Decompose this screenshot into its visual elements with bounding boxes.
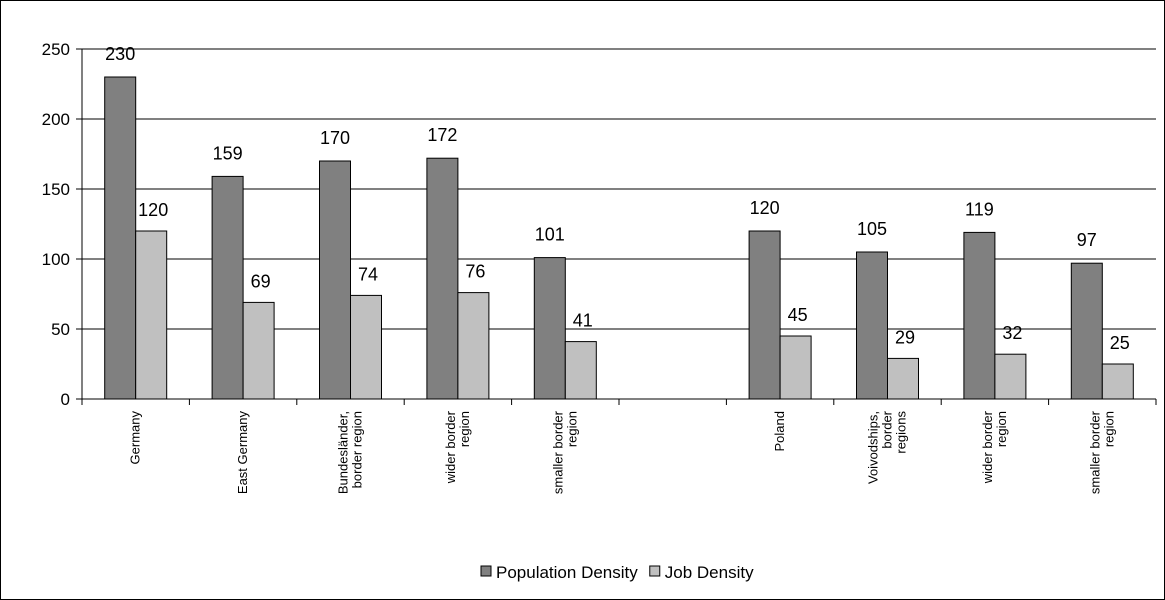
category-label: smaller border region <box>1087 410 1116 494</box>
category-label-line: wider border <box>443 410 458 484</box>
data-label: 120 <box>750 198 780 218</box>
bar <box>994 353 1027 400</box>
category-label: East Germany <box>235 411 250 495</box>
data-label: 45 <box>788 305 808 325</box>
category-label: Germany <box>128 411 143 465</box>
category-label-line: region <box>1101 411 1116 447</box>
data-label: 41 <box>573 311 593 331</box>
category-label-line: region <box>457 411 472 447</box>
category-label-line: smaller border <box>1087 410 1102 494</box>
data-label: 74 <box>358 264 378 284</box>
data-label: 97 <box>1077 230 1097 250</box>
legend-swatch <box>649 565 661 577</box>
bar <box>1101 363 1134 400</box>
bar <box>963 231 996 400</box>
category-label: Voivodships, border regions <box>866 410 909 484</box>
bar <box>211 175 244 400</box>
data-label: 76 <box>465 262 485 282</box>
category-label: smaller border region <box>550 410 579 494</box>
category-label: wider border region <box>443 410 472 484</box>
category-label-line: wider border <box>980 410 995 484</box>
bar <box>457 292 490 400</box>
bar <box>856 251 888 400</box>
category-label-line: Bundesländer, <box>336 411 351 494</box>
data-label: 105 <box>857 219 887 239</box>
category-label-line: Voivodships, <box>866 411 881 484</box>
legend: Population Density Job Density <box>480 563 754 582</box>
bar <box>426 157 459 400</box>
category-label: wider border region <box>980 410 1009 484</box>
category-label: Bundesländer, border region <box>336 411 365 494</box>
bar <box>564 341 597 400</box>
data-label: 25 <box>1110 333 1130 353</box>
data-label: 32 <box>1002 323 1022 343</box>
bar <box>887 357 919 400</box>
bar <box>242 301 275 400</box>
bar <box>319 160 351 400</box>
legend-item: Population Density <box>480 563 638 582</box>
bar <box>779 335 812 400</box>
y-tick-label: 250 <box>42 40 70 59</box>
y-tick-label: 50 <box>51 320 70 339</box>
category-labels: Germany East Germany Bundesländer, border r… <box>128 410 1117 494</box>
data-label: 170 <box>320 128 350 148</box>
y-tick-label: 0 <box>61 390 70 409</box>
bars <box>104 76 1134 400</box>
legend-item: Job Density <box>649 563 754 582</box>
y-tick-label: 100 <box>42 250 70 269</box>
data-label: 120 <box>138 200 168 220</box>
data-label: 159 <box>213 143 243 163</box>
bar <box>1070 262 1103 400</box>
data-label: 172 <box>427 125 457 145</box>
data-label: 230 <box>105 44 135 64</box>
category-label-line: region <box>564 411 579 447</box>
category-label-line: Poland <box>772 411 787 451</box>
category-label-line: region <box>994 411 1009 447</box>
data-label: 29 <box>895 327 915 347</box>
category-label-line: Germany <box>128 411 143 465</box>
bar <box>533 257 566 400</box>
category-label: Poland <box>772 411 787 451</box>
legend-label: Population Density <box>496 563 638 582</box>
y-tick-label: 150 <box>42 180 70 199</box>
category-label-line: border region <box>350 411 365 488</box>
category-label-line: border <box>880 410 895 448</box>
data-labels: 230 120 159 69 170 74 172 76 101 41 120 45 105 29 119 3… <box>105 44 1130 353</box>
y-tick-label: 200 <box>42 110 70 129</box>
bar <box>350 294 382 400</box>
category-label-line: regions <box>894 411 909 454</box>
bar <box>104 76 137 400</box>
bar <box>135 230 168 400</box>
data-label: 101 <box>535 225 565 245</box>
data-label: 119 <box>965 199 994 219</box>
category-label-line: smaller border <box>550 410 565 494</box>
category-label-line: East Germany <box>235 411 250 495</box>
legend-swatch <box>480 565 492 577</box>
bar <box>748 230 781 400</box>
data-label: 69 <box>251 271 271 291</box>
legend-label: Job Density <box>665 563 754 582</box>
